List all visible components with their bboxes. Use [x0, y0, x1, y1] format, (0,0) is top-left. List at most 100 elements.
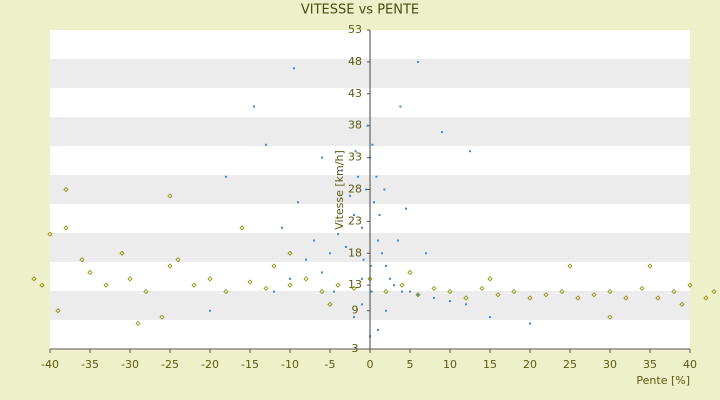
- data-point: [79, 257, 85, 263]
- data-point: [357, 175, 359, 178]
- data-point: [397, 239, 399, 242]
- data-point: [703, 295, 709, 301]
- y-tick-label: 43: [348, 87, 362, 100]
- x-tick-label: 25: [563, 358, 577, 371]
- data-point: [385, 309, 387, 312]
- data-point: [135, 320, 141, 327]
- data-point: [687, 282, 693, 288]
- x-tick-label: -20: [201, 358, 219, 371]
- data-point: [417, 293, 419, 296]
- x-tick-label: 20: [523, 358, 537, 371]
- x-tick-label: -25: [161, 358, 179, 371]
- data-point: [305, 258, 307, 261]
- data-point: [362, 258, 365, 261]
- data-point: [119, 250, 125, 256]
- data-point: [191, 282, 197, 288]
- data-point: [39, 282, 45, 288]
- data-point: [405, 207, 407, 210]
- data-point: [417, 60, 419, 63]
- x-tick-label: -10: [281, 358, 299, 371]
- x-tick-label: -5: [325, 358, 336, 371]
- y-tick-label: 53: [348, 23, 362, 36]
- data-point: [361, 277, 363, 280]
- data-point: [385, 265, 387, 268]
- data-point: [591, 292, 597, 298]
- data-point: [389, 277, 391, 280]
- data-point: [273, 290, 275, 293]
- data-point: [378, 214, 381, 217]
- data-point: [607, 289, 613, 295]
- y-tick-label: 28: [348, 183, 362, 196]
- data-point: [263, 285, 269, 291]
- data-point: [351, 285, 357, 291]
- y-tick-label: 38: [348, 119, 362, 132]
- data-point: [543, 292, 549, 298]
- data-point: [335, 282, 341, 288]
- data-point: [655, 295, 661, 301]
- x-tick-label: -40: [41, 358, 59, 371]
- data-point: [354, 150, 357, 153]
- data-point: [527, 295, 533, 301]
- data-point: [383, 188, 386, 191]
- x-tick-label: -15: [241, 358, 259, 371]
- data-point: [327, 301, 333, 307]
- data-point: [63, 186, 69, 193]
- data-point: [87, 269, 93, 276]
- data-point: [373, 201, 375, 204]
- data-point: [353, 316, 355, 319]
- y-tick-label: 23: [348, 214, 362, 227]
- data-point: [313, 239, 315, 242]
- y-axis-label: Vitesse [km/h]: [333, 150, 346, 230]
- data-point: [381, 252, 383, 255]
- data-point: [293, 67, 295, 70]
- x-tick-label: 15: [483, 358, 497, 371]
- y-tick-label: 9: [352, 304, 359, 317]
- x-tick-label: 10: [443, 358, 457, 371]
- data-point: [365, 188, 367, 191]
- data-point: [607, 314, 613, 320]
- data-point: [463, 295, 469, 301]
- data-point: [370, 290, 373, 293]
- data-point: [671, 289, 677, 295]
- data-point: [353, 214, 355, 217]
- data-point: [369, 265, 372, 268]
- data-point: [393, 284, 395, 287]
- data-point: [127, 276, 133, 282]
- data-point: [431, 285, 437, 291]
- data-point: [415, 292, 421, 298]
- data-point: [143, 289, 149, 295]
- data-point: [487, 276, 493, 282]
- y-tick-label: 48: [348, 55, 362, 68]
- data-point: [333, 290, 335, 293]
- data-point: [377, 328, 379, 331]
- data-point: [409, 290, 411, 293]
- x-tick-label: 5: [407, 358, 414, 371]
- data-point: [349, 194, 351, 197]
- data-point: [287, 250, 293, 256]
- data-point: [371, 143, 374, 146]
- data-point: [175, 257, 181, 263]
- x-axis-label: Pente [%]: [636, 374, 690, 387]
- data-point: [55, 308, 61, 314]
- data-point: [225, 175, 227, 178]
- data-point: [329, 252, 331, 255]
- data-point: [377, 239, 379, 242]
- data-point: [223, 289, 229, 295]
- x-tick-label: -30: [121, 358, 139, 371]
- x-tick-label: 30: [603, 358, 617, 371]
- data-point: [375, 175, 378, 178]
- data-point: [321, 156, 323, 159]
- data-point: [253, 105, 255, 108]
- data-point: [271, 263, 277, 269]
- data-point: [265, 143, 267, 146]
- data-point: [383, 289, 389, 295]
- data-point: [479, 285, 485, 291]
- data-point: [31, 276, 37, 282]
- data-point: [567, 263, 573, 269]
- y-tick-label: 18: [348, 246, 362, 259]
- data-point: [575, 295, 581, 301]
- data-point: [407, 269, 413, 276]
- data-point: [465, 303, 467, 306]
- y-tick-label: 33: [348, 151, 362, 164]
